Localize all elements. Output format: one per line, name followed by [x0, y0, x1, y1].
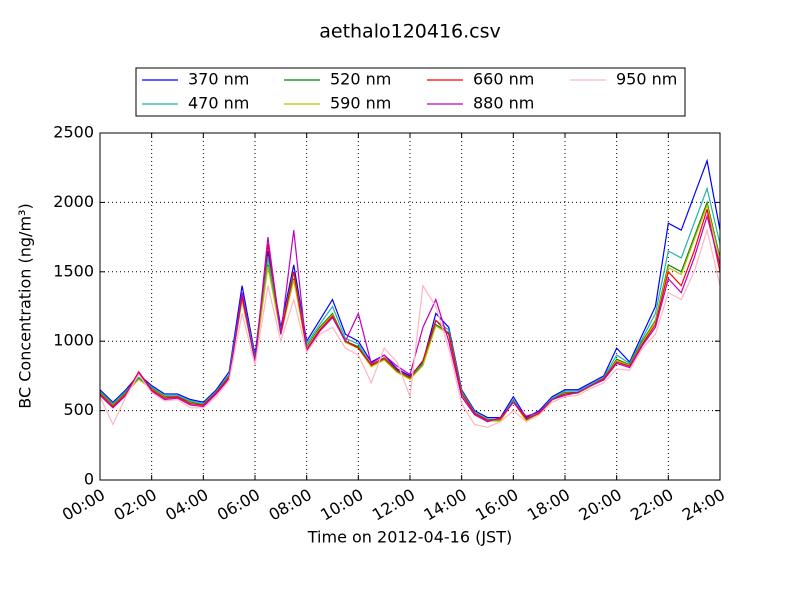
series-line: [99, 209, 721, 421]
x-axis-label: Time on 2012-04-16 (JST): [307, 528, 512, 547]
legend-label: 880 nm: [473, 94, 534, 113]
plot-frame: [99, 132, 721, 481]
y-tick-label: 0: [84, 470, 94, 489]
legend-label: 590 nm: [330, 94, 391, 113]
y-tick-label: 1000: [53, 331, 94, 350]
y-tick-label: 500: [63, 400, 94, 419]
y-tick-label: 2000: [53, 192, 94, 211]
series-line: [99, 227, 721, 428]
y-tick-label: 1500: [53, 261, 94, 280]
legend-label: 370 nm: [188, 70, 249, 89]
series-line: [99, 158, 721, 419]
legend-label: 660 nm: [473, 70, 534, 89]
legend-label: 520 nm: [330, 70, 391, 89]
chart-title: aethalo120416.csv: [319, 21, 501, 43]
legend-label: 950 nm: [616, 70, 677, 89]
series-line: [99, 214, 721, 423]
y-tick-label: 2500: [53, 123, 94, 142]
legend-label: 470 nm: [188, 94, 249, 113]
legend-box: [135, 67, 686, 117]
y-axis-label: BC Concentration (ng/m³): [16, 203, 35, 408]
